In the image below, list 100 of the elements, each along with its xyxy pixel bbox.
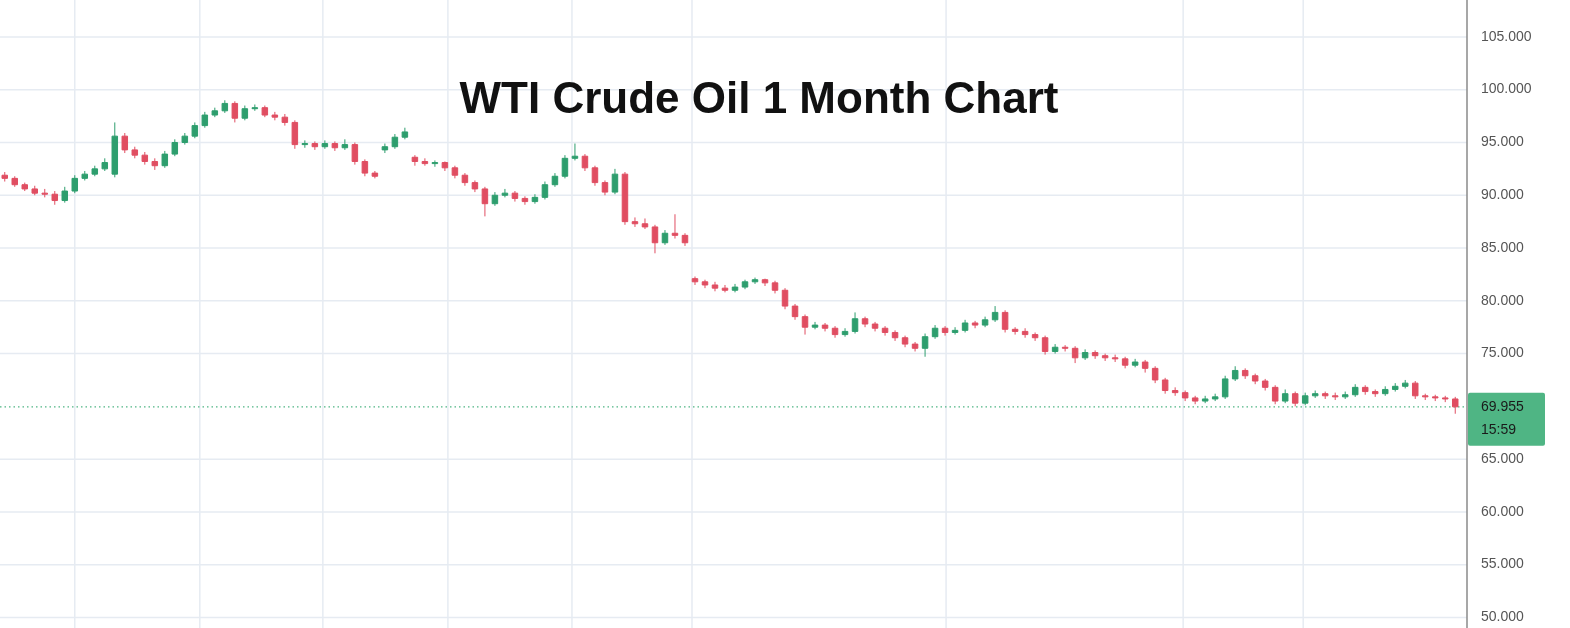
candlestick xyxy=(141,151,149,166)
candlestick xyxy=(251,103,259,112)
candlestick xyxy=(931,324,939,340)
candlestick xyxy=(1181,390,1189,402)
candlestick xyxy=(431,159,439,168)
candlestick xyxy=(1221,375,1229,400)
candlestick xyxy=(671,213,679,240)
candlestick xyxy=(1351,383,1359,398)
candlestick xyxy=(401,127,409,140)
candlestick xyxy=(1071,345,1079,364)
y-tick-label: 100.000 xyxy=(1481,80,1532,97)
candlestick xyxy=(901,335,909,348)
candlestick xyxy=(211,107,219,118)
y-tick-label: 65.000 xyxy=(1481,449,1525,466)
candlestick xyxy=(911,341,919,352)
candlestick xyxy=(151,157,159,171)
candlestick xyxy=(991,305,999,323)
candlestick xyxy=(321,139,329,150)
text: WTI Crude Oil 1 Month Chart xyxy=(459,73,1059,122)
candlestick xyxy=(161,150,169,169)
candlestick xyxy=(591,165,599,187)
candlestick xyxy=(131,146,139,159)
candlestick xyxy=(861,316,869,328)
candlestick xyxy=(261,105,269,118)
candlestick xyxy=(351,141,359,166)
y-tick-label: 105.000 xyxy=(1481,27,1532,44)
candlestick xyxy=(541,181,549,200)
candlestick xyxy=(711,281,719,292)
candlestick xyxy=(1101,353,1109,362)
candlestick xyxy=(1381,385,1389,397)
candlestick xyxy=(461,172,469,187)
candlestick xyxy=(301,139,309,149)
candlestick xyxy=(761,278,769,287)
candlestick xyxy=(111,121,119,178)
candlestick xyxy=(101,157,109,172)
candlestick xyxy=(1191,395,1199,405)
candlestick xyxy=(531,193,539,205)
candlestick xyxy=(411,154,419,167)
candlestick xyxy=(1321,391,1329,400)
candlestick xyxy=(71,174,79,194)
candlestick xyxy=(1452,396,1459,415)
candlestick xyxy=(1141,359,1149,374)
candlestick xyxy=(601,179,609,196)
candlestick xyxy=(791,303,799,321)
candlestick xyxy=(1331,392,1339,401)
y-tick-label: 90.000 xyxy=(1481,185,1525,202)
candlestick xyxy=(1241,367,1249,380)
candlestick xyxy=(1391,382,1399,393)
candlestick xyxy=(1201,395,1209,404)
candlestick xyxy=(1211,393,1219,402)
candlestick xyxy=(1131,358,1139,368)
candlestick xyxy=(501,188,509,198)
candlestick xyxy=(961,319,969,333)
candlestick xyxy=(581,153,589,172)
candlestick xyxy=(341,138,349,151)
candlestick xyxy=(311,140,319,151)
candlestick xyxy=(1091,349,1099,360)
candlestick xyxy=(741,279,749,290)
candlestick xyxy=(721,284,729,293)
candlestick xyxy=(1061,344,1069,352)
candlestick xyxy=(571,143,579,161)
candlestick xyxy=(441,160,449,172)
candlestick xyxy=(1401,379,1409,389)
candlestick xyxy=(171,138,179,157)
candlestick xyxy=(231,100,239,123)
candlestick xyxy=(1251,373,1259,385)
candlestick xyxy=(1371,388,1379,398)
candlestick xyxy=(891,329,899,342)
candlestick xyxy=(1121,356,1129,369)
candlestick xyxy=(471,179,479,193)
candlestick xyxy=(451,165,459,179)
candlestick xyxy=(1271,384,1279,405)
candlestick xyxy=(691,276,699,286)
candlestick xyxy=(1281,388,1289,404)
candlestick xyxy=(1161,377,1169,395)
y-tick-label: 85.000 xyxy=(1481,238,1525,255)
candlestick xyxy=(291,119,299,150)
candlestick xyxy=(751,277,759,285)
y-tick-label: 50.000 xyxy=(1481,608,1525,625)
candlestick xyxy=(11,175,19,188)
candlestick xyxy=(491,191,499,207)
candlestick xyxy=(871,321,879,332)
candlestick xyxy=(1441,395,1449,403)
candlestick xyxy=(1081,348,1089,361)
candlestick xyxy=(561,154,569,179)
candlestick xyxy=(381,143,389,154)
candlestick xyxy=(1231,365,1239,382)
candlestick xyxy=(1151,365,1159,384)
candlestick xyxy=(511,190,519,203)
y-tick-label: 95.000 xyxy=(1481,133,1525,150)
candlestick xyxy=(181,132,189,146)
candlestick xyxy=(951,326,959,336)
candlestick xyxy=(731,283,739,293)
candlestick xyxy=(851,311,859,335)
candlestick xyxy=(801,314,809,336)
candlestick xyxy=(661,229,669,246)
candlestick xyxy=(1411,380,1419,400)
candlestick xyxy=(1341,391,1349,400)
candlestick xyxy=(481,186,489,217)
candlestick xyxy=(631,216,639,228)
